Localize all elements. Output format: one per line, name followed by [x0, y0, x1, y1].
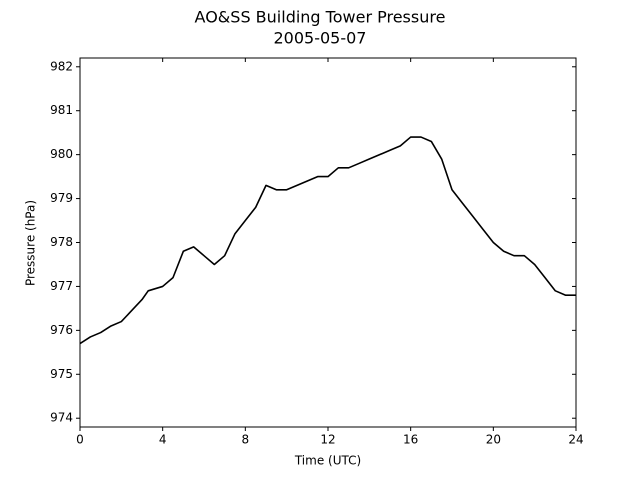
y-tick-label: 979 [50, 191, 73, 205]
chart-subtitle: 2005-05-07 [274, 29, 367, 48]
y-tick-label: 975 [50, 367, 73, 381]
x-tick-label: 12 [320, 433, 335, 447]
y-tick-label: 976 [50, 323, 73, 337]
y-tick-label: 974 [50, 411, 73, 425]
chart-title: AO&SS Building Tower Pressure [195, 8, 446, 27]
y-tick-label: 978 [50, 235, 73, 249]
data-line [79, 136, 576, 345]
x-tick-label: 4 [159, 433, 167, 447]
y-tick-label: 977 [50, 279, 73, 293]
x-tick-label: 24 [568, 433, 583, 447]
y-tick-label: 980 [50, 147, 73, 161]
x-tick-label: 20 [486, 433, 501, 447]
x-tick-label: 0 [76, 433, 84, 447]
y-tick-label: 982 [50, 59, 73, 73]
plot-frame [79, 57, 577, 428]
y-axis-label: Pressure (hPa) [24, 200, 38, 286]
x-tick-label: 16 [403, 433, 418, 447]
x-axis-label: Time (UTC) [294, 454, 361, 468]
x-tick-label: 8 [242, 433, 250, 447]
y-tick-label: 981 [50, 103, 73, 117]
